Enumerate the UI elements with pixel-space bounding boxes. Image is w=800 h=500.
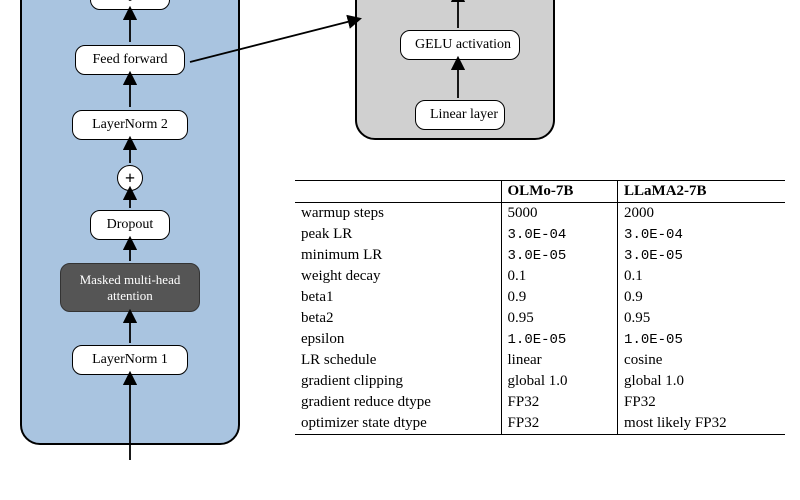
llama-value: FP32 <box>618 392 785 413</box>
llama-value: 0.9 <box>618 287 785 308</box>
llama-value: 3.0E-05 <box>618 245 785 266</box>
llama-value: 1.0E-05 <box>618 329 785 350</box>
param-label: epsilon <box>295 329 501 350</box>
llama-value: most likely FP32 <box>618 413 785 435</box>
table-row: minimum LR3.0E-053.0E-05 <box>295 245 785 266</box>
table-row: gradient clippingglobal 1.0global 1.0 <box>295 371 785 392</box>
olmo-value: 0.95 <box>501 308 618 329</box>
hyperparameters-table: OLMo-7B LLaMA2-7B warmup steps50002000pe… <box>295 180 785 435</box>
olmo-value: linear <box>501 350 618 371</box>
table-row: gradient reduce dtypeFP32FP32 <box>295 392 785 413</box>
param-label: beta2 <box>295 308 501 329</box>
attention-node: Masked multi-head attention <box>60 263 200 312</box>
param-label: minimum LR <box>295 245 501 266</box>
olmo-value: 0.9 <box>501 287 618 308</box>
olmo-value: global 1.0 <box>501 371 618 392</box>
llama-value: cosine <box>618 350 785 371</box>
olmo-value: FP32 <box>501 392 618 413</box>
table-row: peak LR3.0E-043.0E-04 <box>295 224 785 245</box>
param-label: peak LR <box>295 224 501 245</box>
table-row: optimizer state dtypeFP32most likely FP3… <box>295 413 785 435</box>
olmo-value: 3.0E-05 <box>501 245 618 266</box>
param-label: gradient clipping <box>295 371 501 392</box>
llama-value: global 1.0 <box>618 371 785 392</box>
olmo-value: 5000 <box>501 203 618 225</box>
olmo-value: 0.1 <box>501 266 618 287</box>
param-label: beta1 <box>295 287 501 308</box>
param-label: warmup steps <box>295 203 501 225</box>
linear-node: Linear layer <box>415 100 505 130</box>
residual-add-icon: + <box>117 165 143 191</box>
feed_forward-node: Feed forward <box>75 45 185 75</box>
param-label: gradient reduce dtype <box>295 392 501 413</box>
gelu-node: GELU activation <box>400 30 520 60</box>
table-row: warmup steps50002000 <box>295 203 785 225</box>
table-row: beta20.950.95 <box>295 308 785 329</box>
llama-value: 0.95 <box>618 308 785 329</box>
olmo-value: 1.0E-05 <box>501 329 618 350</box>
layernorm2-node: LayerNorm 2 <box>72 110 188 140</box>
param-label: LR schedule <box>295 350 501 371</box>
col-olmo: OLMo-7B <box>501 181 618 203</box>
col-llama: LLaMA2-7B <box>618 181 785 203</box>
olmo-value: FP32 <box>501 413 618 435</box>
col-param <box>295 181 501 203</box>
olmo-value: 3.0E-04 <box>501 224 618 245</box>
param-label: optimizer state dtype <box>295 413 501 435</box>
llama-value: 2000 <box>618 203 785 225</box>
table-header-row: OLMo-7B LLaMA2-7B <box>295 181 785 203</box>
table-row: weight decay0.10.1 <box>295 266 785 287</box>
llama-value: 0.1 <box>618 266 785 287</box>
table-row: epsilon1.0E-051.0E-05 <box>295 329 785 350</box>
llama-value: 3.0E-04 <box>618 224 785 245</box>
table-row: LR schedulelinearcosine <box>295 350 785 371</box>
dropout_mid-node: Dropout <box>90 210 170 240</box>
param-label: weight decay <box>295 266 501 287</box>
layernorm1-node: LayerNorm 1 <box>72 345 188 375</box>
table-row: beta10.90.9 <box>295 287 785 308</box>
dropout_top-node: Dropout <box>90 0 170 10</box>
